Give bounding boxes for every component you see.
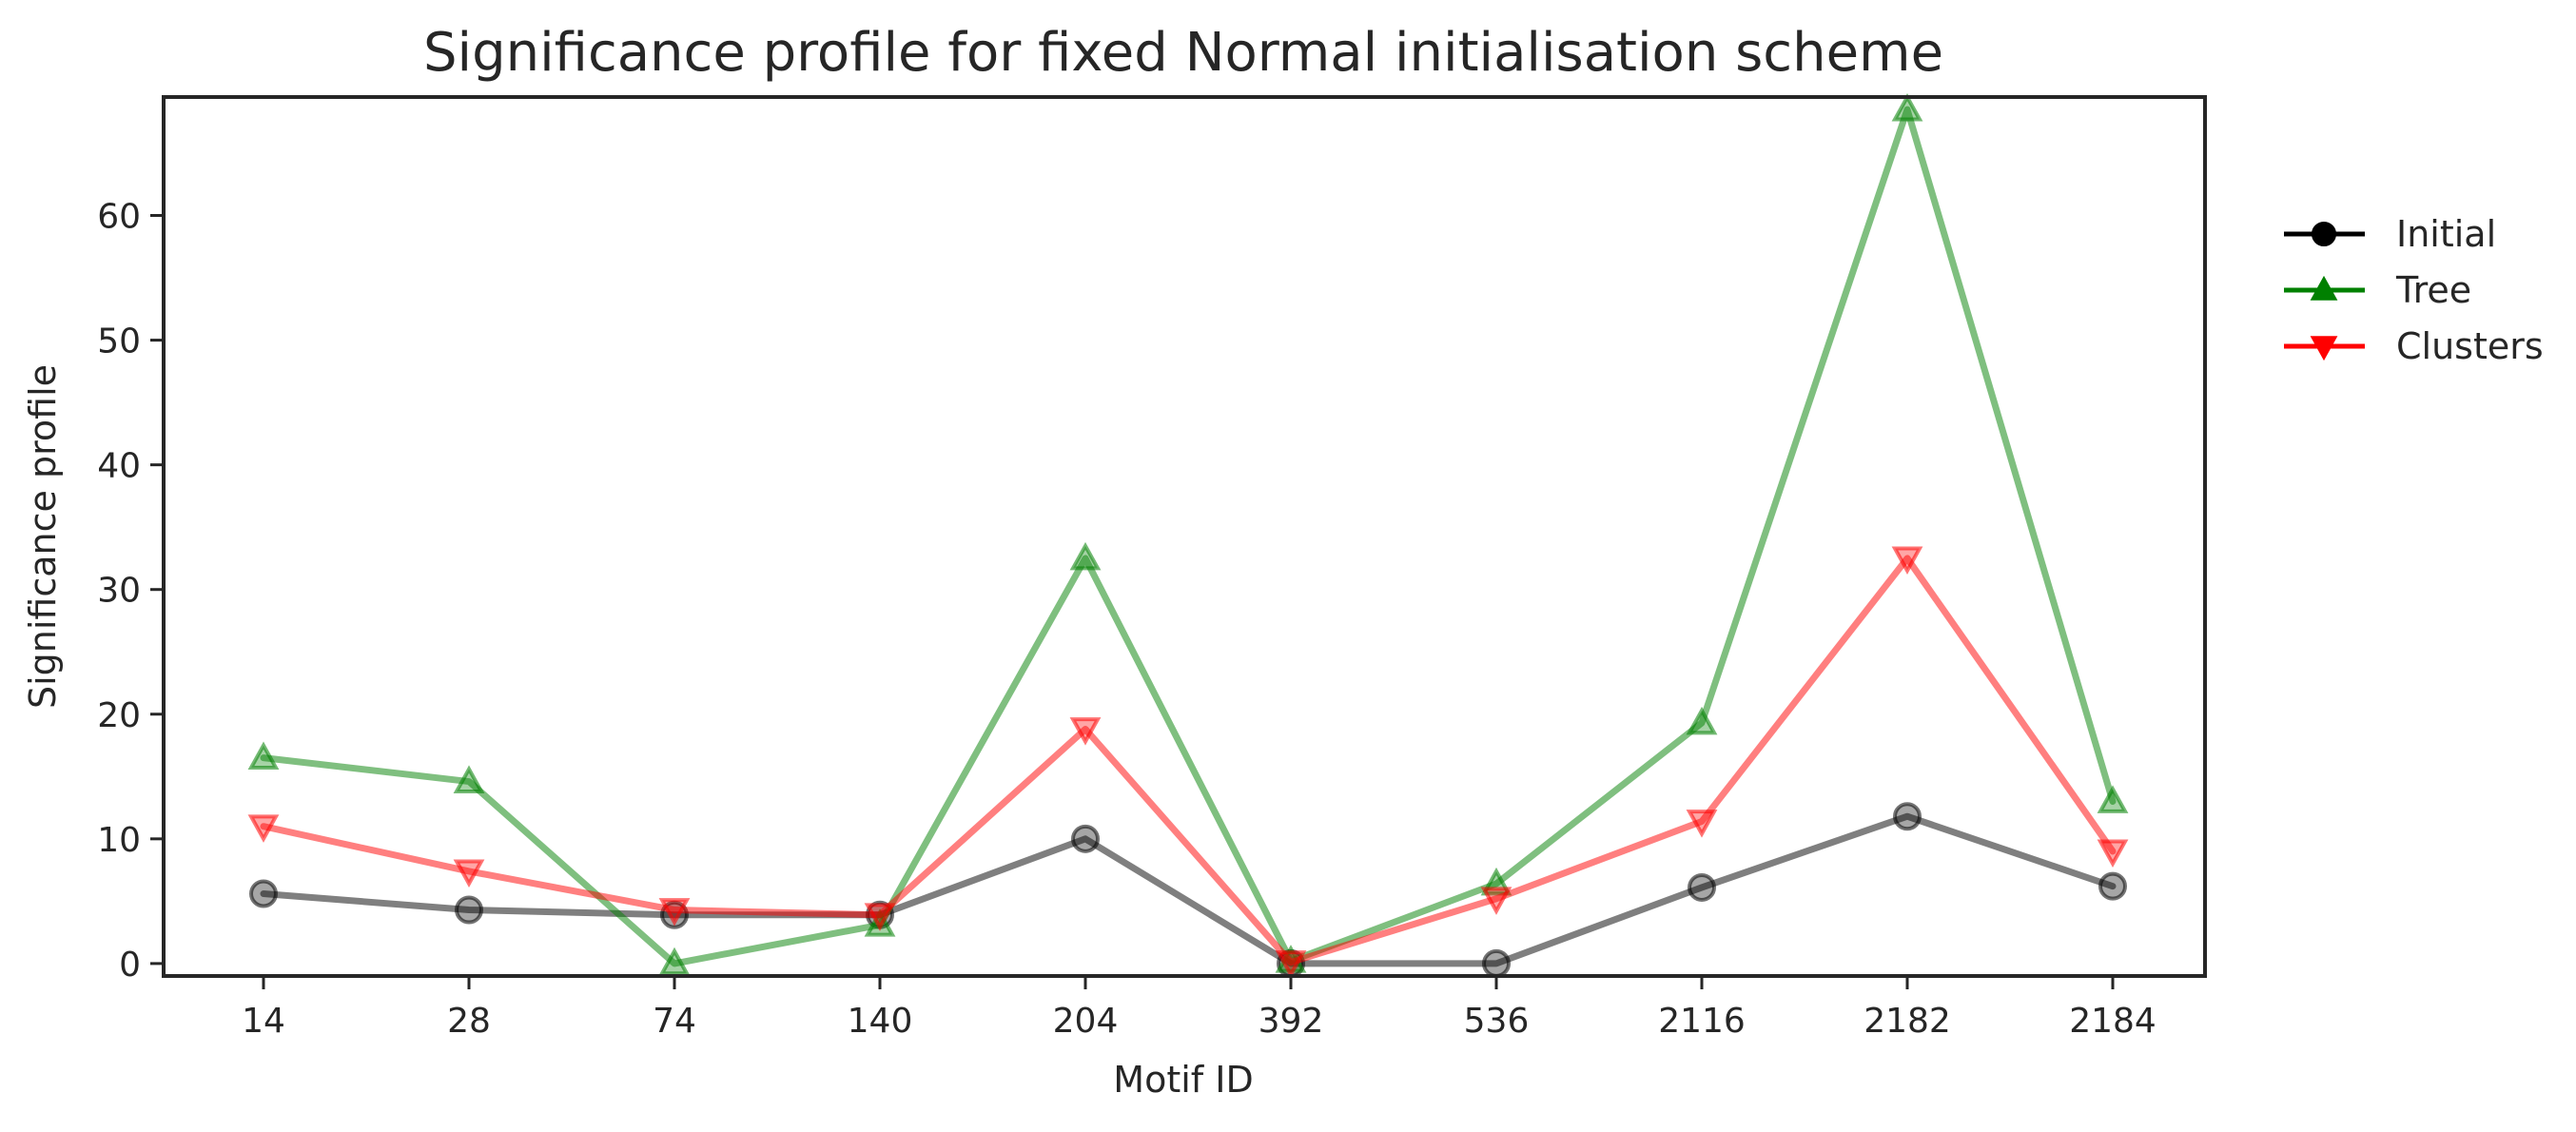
series-line — [260, 106, 2117, 967]
legend-marker — [2310, 336, 2338, 361]
x-tick-label: 140 — [848, 1002, 913, 1041]
data-point — [864, 903, 896, 931]
x-tick-label: 536 — [1464, 1002, 1530, 1041]
legend-item-clusters: Clusters — [2284, 325, 2544, 367]
data-point — [247, 814, 280, 843]
y-tick-label: 60 — [97, 198, 141, 237]
x-tick-label: 74 — [653, 1002, 696, 1041]
data-point — [1480, 887, 1512, 915]
series-line — [260, 555, 2117, 966]
x-tick-label: 2182 — [1864, 1002, 1951, 1041]
data-point — [2097, 785, 2129, 813]
data-point — [1686, 706, 1718, 735]
x-tick-label: 392 — [1259, 1002, 1324, 1041]
data-point — [1071, 824, 1100, 853]
data-point — [453, 859, 485, 888]
legend-label: Tree — [2395, 269, 2471, 311]
y-tick-label: 40 — [97, 447, 141, 486]
x-tick-label: 204 — [1053, 1002, 1119, 1041]
data-point — [2097, 839, 2129, 869]
legend-label: Initial — [2396, 213, 2496, 255]
legend-marker — [2312, 222, 2336, 246]
plot-frame — [162, 95, 2207, 978]
x-tick-label: 14 — [242, 1002, 285, 1041]
y-axis-label: Significance profile — [22, 364, 64, 709]
data-point — [2098, 871, 2127, 901]
legend-marker — [2310, 275, 2338, 301]
legend-label: Clusters — [2396, 325, 2544, 367]
data-point — [455, 895, 483, 925]
data-point — [1891, 546, 1923, 576]
data-point — [453, 765, 485, 793]
data-point — [1686, 810, 1718, 838]
data-point — [658, 947, 691, 976]
series-initial — [249, 802, 2127, 978]
plot-area — [247, 92, 2129, 979]
data-point — [1069, 541, 1102, 571]
legend-item-tree: Tree — [2284, 269, 2471, 311]
x-tick-label: 2116 — [1658, 1002, 1746, 1041]
legend: Initial Tree Clusters — [2284, 213, 2544, 367]
data-point — [1482, 948, 1511, 978]
series-line — [260, 812, 2117, 967]
y-tick-label: 0 — [119, 946, 141, 985]
data-point — [247, 741, 280, 771]
data-point — [1891, 92, 1923, 122]
x-axis-ticks: 14 28 74 140 204 392 536 2116 2182 2184 — [242, 976, 2156, 1041]
y-tick-label: 50 — [97, 322, 141, 361]
series-clusters — [247, 546, 2129, 979]
data-point — [1688, 872, 1716, 902]
x-axis-label: Motif ID — [1113, 1059, 1253, 1101]
x-tick-label: 2184 — [2069, 1002, 2156, 1041]
legend-item-initial: Initial — [2284, 213, 2496, 255]
data-point — [1275, 950, 1307, 979]
y-tick-label: 30 — [97, 572, 141, 611]
x-tick-label: 28 — [447, 1002, 491, 1041]
y-tick-label: 10 — [97, 821, 141, 860]
data-point — [1893, 802, 1922, 831]
chart-title: Significance profile for fixed Normal in… — [423, 22, 1943, 84]
y-axis-ticks: 0 10 20 30 40 50 60 — [97, 198, 164, 985]
data-point — [658, 898, 691, 927]
data-point — [249, 879, 278, 908]
y-tick-label: 20 — [97, 696, 141, 735]
data-point — [1069, 717, 1102, 746]
